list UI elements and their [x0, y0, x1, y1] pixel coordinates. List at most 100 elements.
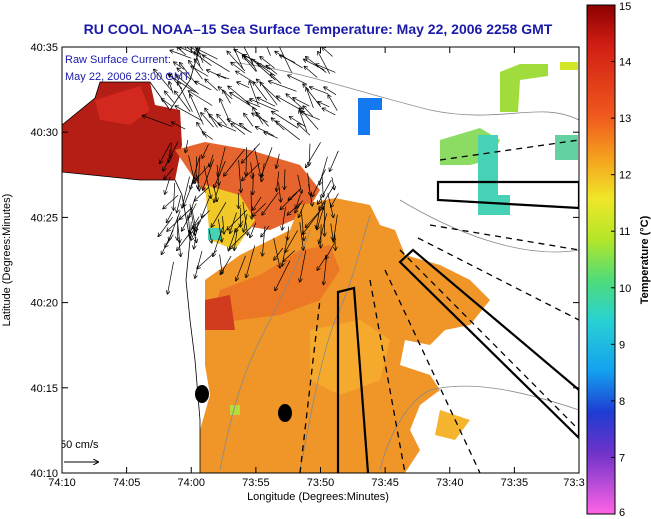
colorbar-tick-label: 11 [619, 226, 630, 238]
current-vector [250, 99, 279, 112]
current-vector [282, 206, 286, 230]
current-vector [217, 114, 227, 126]
current-vector [275, 260, 291, 291]
current-vector [230, 93, 258, 111]
y-tick-label: 40:35 [30, 42, 58, 54]
current-vector [242, 162, 260, 180]
current-vector [242, 143, 261, 163]
x-axis-label: Longitude (Degrees:Minutes) [247, 491, 389, 503]
y-axis-ticks: 40:35 40:30 40:25 40:20 40:15 40:10 [30, 42, 579, 480]
y-tick-label: 40:15 [30, 383, 58, 395]
current-vector [194, 59, 204, 71]
current-vector [287, 226, 288, 239]
current-vector [335, 234, 336, 250]
current-vector [202, 144, 209, 158]
current-vector [190, 94, 204, 125]
current-vector [318, 102, 330, 108]
current-vector [319, 184, 335, 210]
current-vector [217, 164, 219, 185]
current-vector [196, 49, 218, 60]
current-vector [271, 74, 282, 84]
current-vector [242, 202, 248, 235]
current-vector [165, 91, 175, 103]
current-vector [288, 75, 308, 85]
current-vector [167, 211, 173, 223]
current-vector [243, 55, 271, 70]
x-tick-label: 73:35 [501, 477, 529, 489]
current-vector [160, 142, 171, 163]
current-vector [257, 79, 281, 103]
traffic-separation-zones [336, 180, 579, 473]
current-vector [328, 95, 338, 111]
current-vector [297, 124, 311, 136]
x-tick-label: 73:50 [307, 477, 335, 489]
current-vector [266, 65, 278, 75]
current-vector [299, 222, 304, 250]
current-vector [218, 123, 237, 132]
current-vector [236, 71, 256, 84]
x-tick-label: 73:3 [563, 477, 584, 489]
current-vector [162, 99, 173, 107]
current-vector [285, 230, 298, 252]
current-vector [195, 81, 212, 91]
colorbar-tick-label: 7 [619, 452, 625, 464]
current-vector [275, 52, 303, 69]
sst-patch-cold-blue [358, 98, 382, 135]
current-vector [324, 254, 328, 284]
current-vector [233, 47, 244, 70]
current-vector [194, 236, 196, 249]
current-vector [169, 82, 174, 94]
current-vector [319, 213, 328, 243]
current-vector [246, 245, 256, 277]
current-vector [322, 174, 323, 197]
current-vector [251, 192, 252, 219]
current-vector [278, 182, 281, 202]
current-vector [222, 216, 224, 234]
x-tick-label: 74:05 [113, 477, 141, 489]
current-vector [276, 171, 280, 191]
current-vector [171, 142, 172, 158]
current-vector [303, 84, 322, 108]
current-vector [202, 195, 211, 217]
current-vector [188, 195, 197, 219]
current-vector [318, 52, 330, 74]
current-vector [224, 149, 245, 176]
current-vector [290, 117, 306, 127]
current-vector [326, 242, 335, 259]
current-vector [260, 82, 278, 105]
current-vector [310, 87, 329, 95]
current-vector [195, 250, 203, 278]
current-vector [202, 132, 213, 140]
current-vector [189, 47, 206, 57]
y-tick-label: 40:20 [30, 298, 58, 310]
current-vector [257, 98, 276, 107]
buoy-marker [195, 385, 209, 403]
current-vector [176, 75, 199, 95]
current-vector [211, 202, 227, 227]
current-vector [223, 90, 231, 104]
current-vector [252, 59, 276, 81]
current-vector [304, 66, 318, 78]
current-vector [170, 50, 192, 59]
current-vector [329, 150, 339, 171]
buoy-marker [278, 404, 292, 422]
current-vector [243, 213, 248, 232]
sst-patch-ne-green [500, 64, 548, 112]
current-vector [262, 226, 266, 256]
current-vector [213, 226, 224, 257]
current-vector [196, 174, 200, 191]
sst-patch-main-light [310, 320, 390, 395]
current-vector [253, 82, 268, 101]
sst-patch-coastal-red [205, 295, 235, 330]
current-vector [252, 202, 267, 216]
current-vector [331, 193, 339, 207]
current-vector [165, 176, 171, 194]
current-vector [227, 119, 252, 133]
legend-current-title: Raw Surface Current: [65, 54, 171, 66]
sst-patch-ne-yellow [560, 62, 578, 70]
legend-current-time: May 22, 2006 23:00 GMT [65, 71, 190, 83]
x-tick-label: 73:40 [436, 477, 464, 489]
current-vector [154, 69, 172, 91]
current-vector [317, 255, 327, 270]
colorbar-tick-label: 8 [619, 396, 625, 408]
